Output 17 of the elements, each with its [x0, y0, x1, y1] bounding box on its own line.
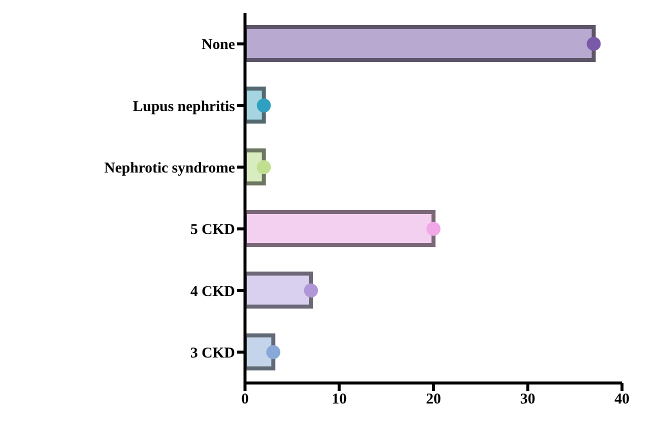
point [256, 160, 271, 174]
y-tick-label: 3 CKD [190, 345, 236, 362]
x-tick-label: 20 [426, 392, 441, 408]
point [304, 284, 318, 298]
x-tick-label: 40 [614, 392, 630, 408]
y-tick-label: Nephrotic syndrome [104, 160, 236, 176]
y-tick-label: Lupus nephritis [132, 98, 236, 115]
x-tick-label: 30 [520, 392, 536, 408]
x-tick-label: 0 [241, 392, 249, 408]
point [266, 345, 280, 360]
point [256, 98, 271, 112]
point [586, 36, 601, 51]
y-tick-label: 5 CKD [190, 222, 236, 238]
y-tick-label: 4 CKD [190, 284, 236, 300]
y-tick-label: None [202, 37, 236, 54]
point [426, 222, 440, 236]
x-tick-label: 10 [332, 392, 347, 408]
